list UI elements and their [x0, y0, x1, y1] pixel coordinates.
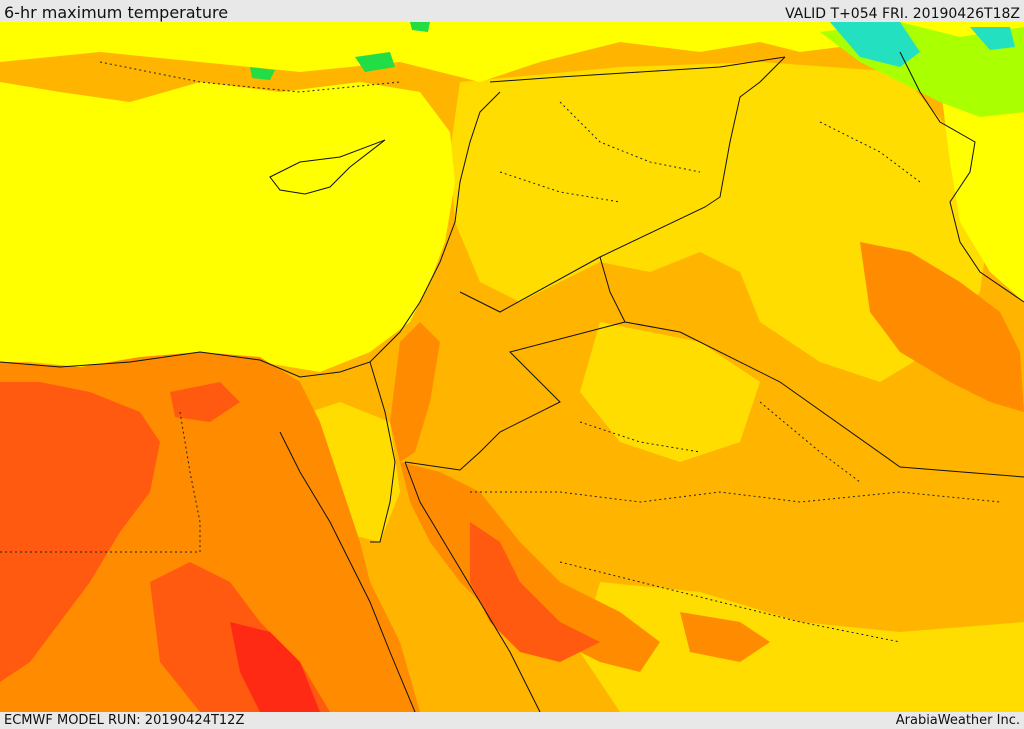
model-run-label: ECMWF MODEL RUN: 20190424T12Z: [4, 713, 245, 728]
admin-border-4: [179, 411, 201, 552]
admin-border-9: [99, 61, 401, 93]
admin-border-10: [819, 121, 921, 183]
coastline-levant: [0, 91, 501, 378]
coastline-sinai: [369, 361, 396, 543]
cyan-patch-2: [970, 27, 1015, 50]
admin-border-6: [559, 561, 901, 643]
admin-border-5: [470, 491, 1001, 503]
orange-hijaz: [400, 462, 660, 672]
border-north: [489, 56, 786, 83]
red-orange-patch: [170, 382, 240, 422]
coastline-red-sea-east: [404, 461, 541, 712]
orange-yemen-edge: [680, 612, 770, 662]
footer-bar: [0, 712, 1024, 729]
border-iraq-saudi: [599, 256, 1024, 478]
border-jordan-saudi: [404, 321, 626, 471]
yellow-turkey: [0, 22, 1024, 82]
valid-time-label: VALID T+054 FRI. 20190426T18Z: [785, 6, 1020, 22]
cyprus-outline: [269, 139, 386, 195]
green-patch-4: [410, 22, 430, 32]
orange-jordan-valley: [390, 322, 440, 462]
temperature-map-canvas: [0, 22, 1024, 712]
red-orange-egypt-west: [0, 382, 160, 682]
admin-borders: [0, 61, 1001, 643]
orange-iraq-south: [860, 242, 1024, 412]
coastline-red-sea-west: [279, 431, 416, 712]
yellow-east-highlands: [940, 72, 1024, 302]
border-iraq-iran: [899, 51, 1024, 303]
red-orange-red-sea: [470, 522, 600, 662]
gold-region-north: [450, 62, 990, 382]
admin-border-7: [759, 401, 861, 483]
cyan-patch-1: [830, 22, 920, 67]
admin-border-1: [559, 101, 701, 173]
gold-region-east: [580, 322, 760, 462]
temperature-map: [0, 22, 1024, 712]
mediterranean-sea: [0, 82, 455, 372]
admin-border-8: [579, 421, 701, 453]
credit-label: ArabiaWeather Inc.: [895, 713, 1020, 728]
coastlines: [0, 51, 1024, 712]
red-hot-spot: [230, 622, 320, 712]
map-title: 6-hr maximum temperature: [4, 3, 229, 22]
header-bar: [0, 0, 1024, 22]
border-syria-iraq: [459, 56, 786, 313]
green-patch-3: [250, 67, 275, 80]
admin-border-2: [499, 171, 621, 203]
green-patch-2: [355, 52, 395, 72]
